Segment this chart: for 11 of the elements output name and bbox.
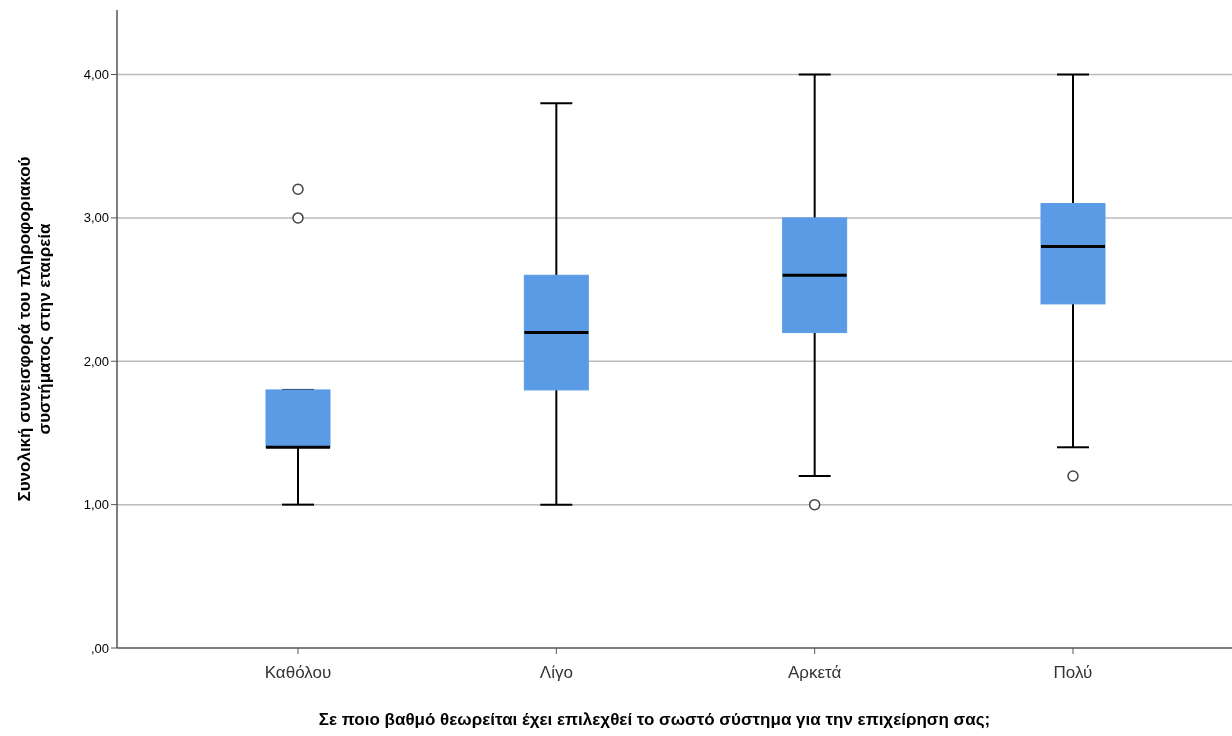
x-axis-title: Σε ποιο βαθμό θεωρείται έχει επιλεχθεί το σωστό σύστημα για την επιχείρηση σας; [318, 710, 991, 729]
x-tick-label: Πολύ [1053, 663, 1093, 682]
y-tick-label: 3,00 [83, 210, 109, 226]
x-tick-label: Λίγο [539, 663, 573, 682]
y-tick-label: 1,00 [83, 497, 109, 513]
y-tick-label: 4,00 [83, 67, 109, 83]
x-tick-label: Αρκετά [787, 663, 842, 682]
y-tick-label: ,00 [90, 640, 109, 656]
y-tick-label: 2,00 [83, 353, 109, 369]
x-tick-label: Καθόλου [264, 663, 332, 682]
y-axis-title: Συνολική συνεισφορά του πληροφοριακού συστήματος στην εταιρεία [15, 156, 54, 502]
